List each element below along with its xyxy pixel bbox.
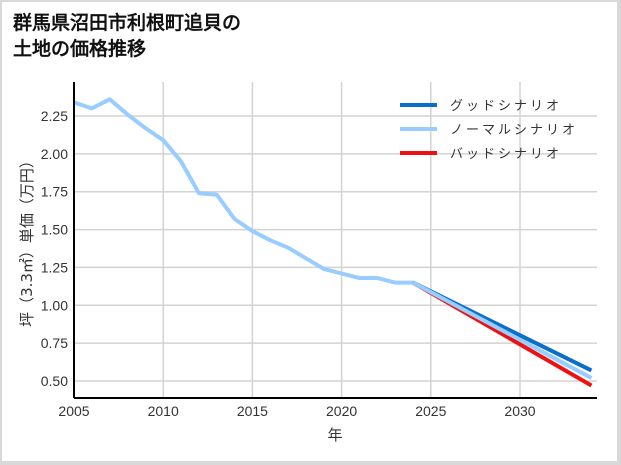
series-line — [73, 97, 593, 380]
y-tick-label: 0.75 — [41, 335, 68, 351]
y-tick-label: 1.00 — [41, 297, 68, 313]
y-tick-label: 1.50 — [41, 222, 68, 238]
y-tick-label: 2.25 — [41, 108, 68, 124]
x-tick-label: 2015 — [237, 403, 268, 419]
y-axis-label: 坪（3.3㎡）単価（万円） — [18, 153, 36, 327]
tick-labels: 0.50 0.75 1.00 1.25 1.50 1.75 2.00 2.25 2005 2010… — [41, 108, 536, 419]
y-tick-label: 0.50 — [41, 373, 68, 389]
y-tick-label: 2.00 — [41, 146, 68, 162]
chart-title-line1: 群馬県沼田市利根町追貝の — [13, 12, 242, 34]
chart-title: 群馬県沼田市利根町追貝の 土地の価格推移 — [13, 10, 241, 62]
axes — [73, 82, 597, 399]
data-series — [73, 97, 593, 388]
x-tick-label: 2020 — [326, 403, 357, 419]
x-axis-label: 年 — [327, 426, 342, 444]
grid-lines — [74, 82, 597, 398]
chart-frame — [2, 2, 617, 461]
series-line — [412, 280, 593, 380]
x-tick-label: 2025 — [415, 403, 446, 419]
x-tick-label: 2010 — [148, 403, 179, 419]
legend-label: バッドシナリオ — [450, 147, 562, 162]
x-tick-label: 2030 — [504, 403, 535, 419]
x-tick-label: 2005 — [58, 403, 89, 419]
y-tick-label: 1.75 — [41, 184, 68, 200]
legend-label: ノーマルシナリオ — [450, 123, 578, 138]
y-tick-label: 1.25 — [41, 259, 68, 275]
chart-title-line2: 土地の価格推移 — [13, 38, 147, 60]
legend-label: グッドシナリオ — [450, 99, 562, 114]
